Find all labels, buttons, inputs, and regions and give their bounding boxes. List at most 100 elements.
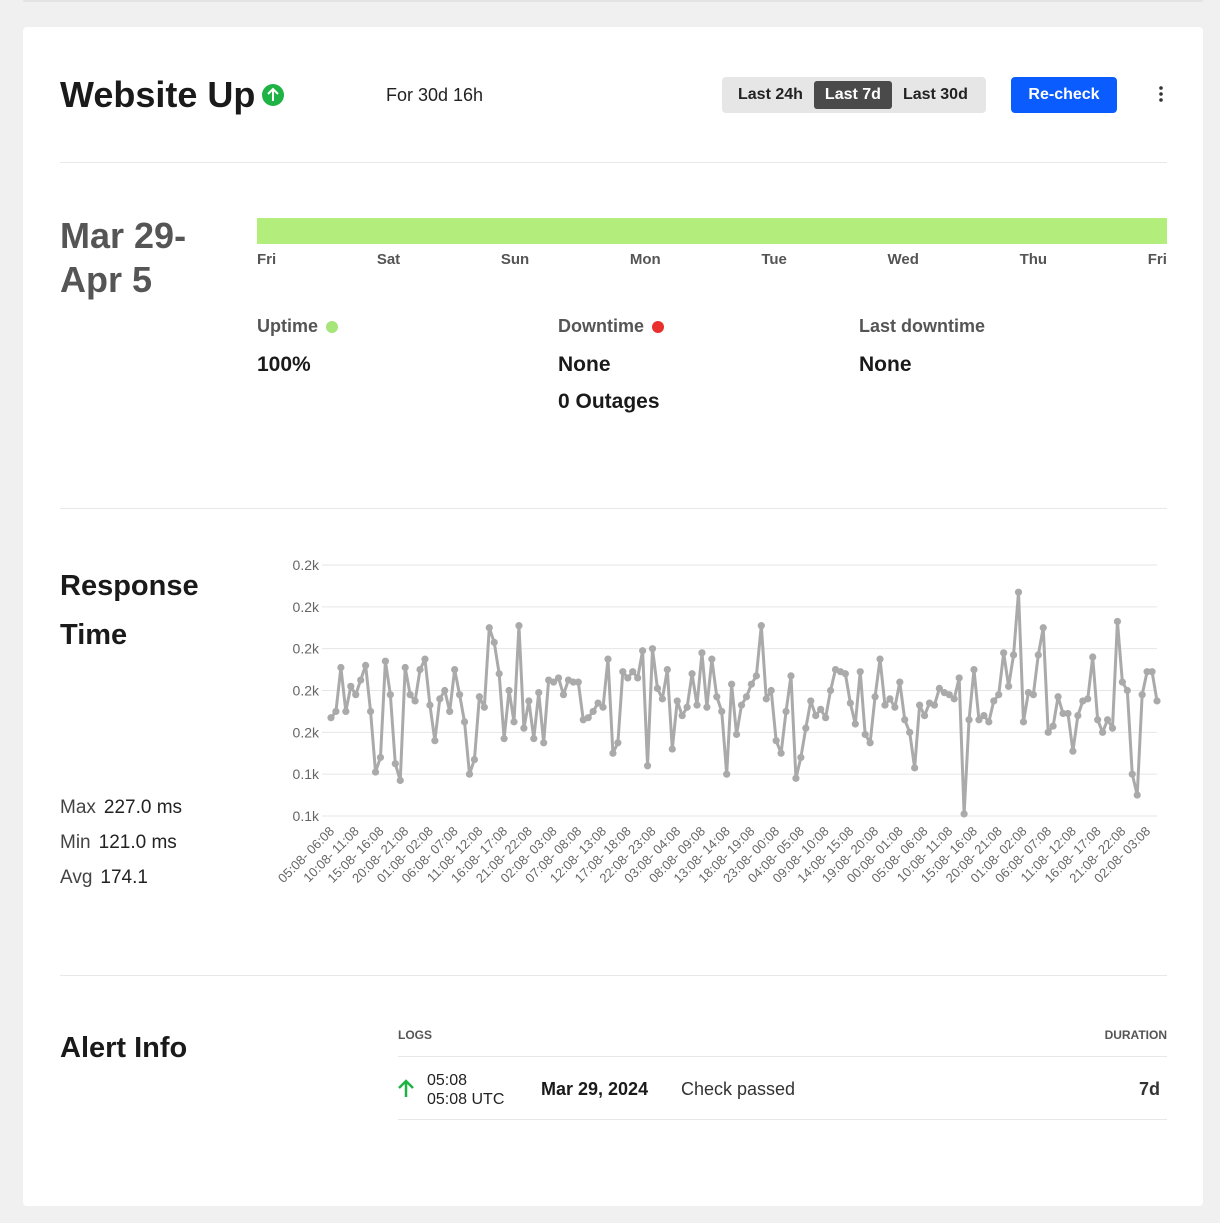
data-point — [1044, 728, 1052, 736]
top-border — [23, 0, 1203, 2]
data-point — [554, 674, 563, 682]
data-point — [846, 699, 854, 707]
stat-value: None — [558, 353, 611, 376]
range-option[interactable]: Last 7d — [813, 81, 892, 109]
log-duration: 7d — [1138, 1079, 1160, 1099]
stat: Uptime 100% — [257, 316, 339, 375]
data-point — [698, 649, 706, 657]
menu-dot[interactable] — [1159, 92, 1163, 96]
data-point — [559, 691, 568, 699]
data-point — [826, 686, 835, 695]
date-line: Apr 5 — [60, 259, 153, 300]
data-point — [639, 647, 647, 655]
data-point — [510, 718, 518, 726]
response-line — [329, 590, 1159, 816]
data-point — [431, 737, 439, 745]
data-point — [683, 703, 691, 711]
divider — [60, 975, 1167, 976]
data-point — [911, 764, 919, 772]
data-point — [1014, 588, 1023, 596]
data-point — [416, 665, 424, 674]
data-point — [490, 638, 498, 646]
data-point — [643, 762, 652, 770]
day-label: Fri — [257, 251, 277, 268]
stat-label: Downtime — [558, 316, 665, 337]
data-point — [634, 674, 642, 682]
row-line — [398, 1056, 1167, 1057]
data-point — [619, 668, 627, 676]
data-point — [362, 661, 370, 670]
date-line: Mar 29- — [60, 215, 187, 256]
data-point — [505, 686, 513, 695]
stat-value: 0 Outages — [558, 390, 660, 413]
data-point — [441, 686, 449, 695]
status-for: For 30d 16h — [386, 85, 484, 105]
data-point — [540, 739, 548, 747]
data-point — [1148, 668, 1156, 676]
stat: Downtime None 0 Outages — [558, 316, 665, 413]
data-point — [856, 668, 864, 676]
data-point — [772, 737, 780, 745]
data-point — [708, 655, 716, 663]
data-point — [421, 655, 429, 663]
data-point — [386, 691, 394, 699]
range-option[interactable]: Last 30d — [902, 86, 968, 103]
data-point — [1153, 697, 1161, 705]
data-point — [718, 707, 726, 716]
data-point — [732, 730, 741, 739]
data-point — [906, 728, 914, 736]
data-point — [470, 755, 479, 764]
title: Website Up — [60, 74, 256, 115]
summary-label: Avg — [60, 867, 93, 888]
data-point — [955, 674, 963, 682]
data-point — [515, 622, 523, 630]
menu-dot[interactable] — [1159, 98, 1163, 102]
data-point — [1084, 695, 1092, 703]
data-point — [1029, 691, 1037, 699]
data-point — [920, 712, 929, 720]
data-point — [876, 655, 884, 663]
log-date: Mar 29, 2024 — [541, 1079, 649, 1099]
summary-label: Min — [60, 832, 91, 853]
data-point — [713, 693, 721, 701]
stat-name: Uptime — [257, 316, 319, 336]
data-point — [1138, 691, 1146, 699]
range-option[interactable]: Last 24h — [738, 86, 803, 103]
menu-dot[interactable] — [1159, 86, 1163, 90]
data-point — [465, 770, 474, 778]
data-point — [866, 739, 874, 747]
data-point — [1000, 649, 1008, 657]
data-point — [965, 716, 973, 724]
data-point — [802, 724, 810, 732]
data-point — [525, 697, 533, 705]
summary-label: Max — [60, 797, 96, 818]
data-point — [678, 712, 686, 720]
data-point — [762, 695, 770, 703]
data-point — [366, 707, 375, 716]
data-point — [742, 693, 751, 701]
recheck-button[interactable]: Re-check — [1011, 77, 1117, 113]
data-point — [1019, 718, 1028, 726]
data-point — [451, 665, 459, 674]
data-point — [658, 695, 666, 703]
data-point — [1094, 716, 1102, 724]
log-time: 05:08 05:08 UTC — [427, 1071, 504, 1109]
data-point — [1143, 668, 1151, 676]
data-point — [381, 657, 390, 665]
data-point — [891, 703, 899, 711]
data-point — [352, 691, 360, 699]
data-point — [668, 745, 676, 753]
data-point — [327, 714, 335, 722]
data-point — [401, 663, 409, 672]
data-point — [530, 735, 538, 743]
time-utc: 05:08 UTC — [427, 1091, 505, 1108]
data-point — [975, 716, 983, 724]
data-point — [757, 622, 765, 630]
y-tick-label: 0.2k — [293, 599, 320, 615]
data-point — [455, 691, 464, 699]
status-arrow — [267, 87, 279, 101]
data-point — [599, 703, 607, 711]
data-point — [1054, 693, 1062, 701]
log-message: Check passed — [681, 1079, 796, 1099]
